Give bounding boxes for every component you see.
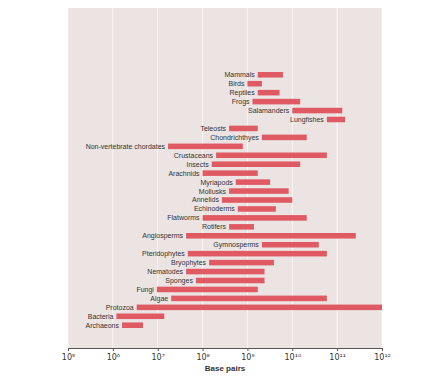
category-label: Bryophytes <box>171 259 207 267</box>
range-bar <box>236 179 270 185</box>
category-label: Chondrichthyes <box>210 134 259 142</box>
tick: 10⁹ <box>241 348 254 362</box>
category-label: Frogs <box>232 98 250 106</box>
category-labels: Mammals Birds ReptilesFrogsSalamandersLung… <box>86 71 325 328</box>
range-bar <box>168 144 243 150</box>
range-bar <box>209 260 274 266</box>
tick-mark <box>337 348 338 351</box>
category-label: Echinoderms <box>194 205 235 212</box>
tick: 10⁵ <box>62 348 75 362</box>
plot-background <box>68 8 382 348</box>
tick: 10⁶ <box>107 348 120 362</box>
tick-mark <box>247 348 248 351</box>
category-label: Rotifers <box>202 223 227 230</box>
range-bar <box>216 153 327 159</box>
tick: 10¹⁰ <box>284 348 301 362</box>
tick-label: 10⁹ <box>241 353 254 362</box>
range-bar <box>229 188 289 194</box>
range-bar <box>258 72 283 78</box>
grid <box>68 8 382 348</box>
category-label: Mammals <box>224 71 255 78</box>
tick: 10⁷ <box>152 348 165 362</box>
range-bar <box>186 269 264 275</box>
grid-line <box>382 8 383 348</box>
range-bar <box>222 197 292 203</box>
range-bar <box>137 305 382 311</box>
range-bar <box>327 117 345 123</box>
tick-mark <box>68 348 69 351</box>
range-bar <box>258 90 280 96</box>
range-bar <box>253 99 301 105</box>
tick-mark <box>113 348 114 351</box>
range-bar <box>238 206 276 212</box>
category-label: Arachnids <box>168 170 200 177</box>
range-bar <box>157 287 258 293</box>
tick: 10¹² <box>374 348 391 362</box>
range-bar <box>262 135 307 141</box>
category-label: Sponges <box>165 277 193 285</box>
range-bar <box>116 314 164 320</box>
category-label: Bacteria <box>88 313 114 320</box>
category-label: Fungi <box>136 286 154 294</box>
range-bar <box>203 170 258 176</box>
category-label: Insects <box>187 161 210 168</box>
tick: 10⁸ <box>196 348 209 362</box>
category-label: Birds <box>228 80 244 87</box>
x-axis-title: Base pairs <box>205 364 246 373</box>
category-label: Reptiles <box>229 89 255 97</box>
range-bar <box>171 296 327 302</box>
range-bar <box>212 161 300 167</box>
range-bar <box>196 278 265 284</box>
chart: Mammals Birds ReptilesFrogsSalamandersLung… <box>0 0 423 376</box>
tick-label: 10¹⁰ <box>284 353 301 362</box>
range-bar <box>186 233 356 239</box>
grid-line <box>337 8 338 348</box>
range-bar <box>188 251 327 257</box>
tick-mark <box>203 348 204 351</box>
category-label: Myriapods <box>200 179 233 187</box>
grid-line <box>112 8 113 348</box>
category-label: Gymnosperms <box>213 241 259 249</box>
category-label: Lungfishes <box>290 116 324 124</box>
tick-label: 10⁵ <box>62 353 75 362</box>
category-label: Crustaceans <box>174 152 214 159</box>
category-label: Protozoa <box>106 304 134 311</box>
range-bar <box>229 126 258 132</box>
bars <box>116 72 382 328</box>
tick-mark <box>382 348 383 351</box>
tick-label: 10⁸ <box>196 353 209 362</box>
category-label: Pteridophytes <box>142 250 185 258</box>
range-bar <box>122 322 143 328</box>
range-bar <box>292 108 342 114</box>
tick-label: 10¹² <box>374 353 391 362</box>
category-label: Archaeons <box>86 322 120 329</box>
category-label: Nematodes <box>147 268 183 275</box>
category-label: Angiosperms <box>142 232 183 240</box>
tick: 10¹¹ <box>329 348 346 362</box>
range-bar <box>262 242 319 248</box>
axis-line <box>69 349 383 352</box>
range-bar <box>229 224 254 230</box>
category-label: Salamanders <box>248 107 290 114</box>
tick-label: 10⁷ <box>152 353 165 362</box>
category-label: Non-vertebrate chordates <box>86 143 166 150</box>
tick-label: 10¹¹ <box>329 353 346 362</box>
tick-label: 10⁶ <box>107 353 120 362</box>
tick-mark <box>292 348 293 351</box>
category-label: Teleosts <box>200 125 226 132</box>
grid-line <box>68 8 69 348</box>
category-label: Mollusks <box>199 188 227 195</box>
category-label: Algae <box>150 295 168 303</box>
tick-mark <box>158 348 159 351</box>
range-bar <box>203 215 307 221</box>
x-axis: 10⁵ 10⁶ 10⁷ 10⁸ 10⁹ 10¹⁰ 10¹¹ 10¹² <box>62 348 391 362</box>
category-label: Flatworms <box>167 214 200 221</box>
category-label: Annelids <box>192 196 219 203</box>
range-bar <box>247 81 261 87</box>
